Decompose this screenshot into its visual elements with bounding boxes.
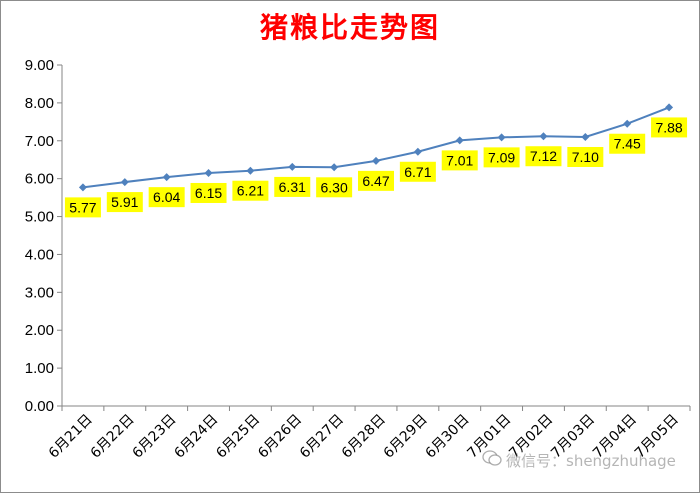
data-label: 7.12: [530, 148, 557, 164]
y-tick-label: 2.00: [25, 322, 54, 339]
data-label: 6.31: [279, 179, 306, 195]
y-tick-label: 8.00: [25, 95, 54, 112]
x-tick-label: 6月25日: [213, 412, 263, 462]
data-label-box: [64, 197, 101, 218]
data-point: [162, 173, 171, 182]
data-point: [665, 103, 674, 112]
data-point: [330, 163, 339, 172]
data-point: [623, 119, 632, 128]
data-label-box: [274, 176, 311, 197]
data-point: [288, 162, 297, 171]
data-label-box: [106, 192, 143, 213]
data-label-box: [316, 177, 353, 198]
data-label-box: [232, 180, 269, 201]
y-tick-label: 7.00: [25, 133, 54, 150]
x-tick-label: 6月22日: [88, 412, 138, 462]
data-label: 5.91: [111, 194, 138, 210]
data-label-box: [399, 161, 436, 182]
data-label: 7.45: [614, 136, 641, 152]
data-label-box: [190, 182, 227, 203]
y-tick-label: 5.00: [25, 209, 54, 226]
data-label: 7.88: [655, 119, 682, 135]
data-label-box: [567, 146, 604, 167]
data-point: [204, 168, 213, 177]
data-point: [246, 166, 255, 175]
data-label-box: [483, 147, 520, 168]
y-tick-label: 3.00: [25, 284, 54, 301]
data-point: [120, 178, 129, 187]
x-tick-label: 6月29日: [381, 412, 431, 462]
watermark: 微信号：shengzhuhage: [482, 450, 676, 471]
data-point: [581, 132, 590, 141]
data-label-box: [651, 117, 688, 138]
x-tick-label: 6月27日: [297, 412, 347, 462]
data-point: [413, 147, 422, 156]
data-point: [372, 156, 380, 165]
data-point: [78, 183, 87, 192]
x-tick-label: 6月23日: [129, 412, 179, 462]
y-tick-label: 6.00: [25, 171, 54, 188]
data-label-box: [525, 146, 562, 167]
chart-title: 猪粮比走势图: [259, 11, 440, 44]
data-label: 7.09: [488, 149, 515, 165]
data-label-box: [148, 187, 185, 208]
x-tick-label: 6月30日: [423, 412, 473, 462]
y-tick-label: 0.00: [25, 398, 54, 415]
data-point: [455, 136, 464, 145]
x-tick-label: 6月21日: [46, 412, 96, 462]
data-label: 6.21: [237, 183, 264, 199]
data-label: 7.10: [572, 149, 599, 165]
data-label: 6.04: [153, 189, 180, 205]
x-tick-label: 6月28日: [339, 412, 389, 462]
y-tick-label: 9.00: [25, 57, 54, 74]
data-label: 7.01: [446, 152, 473, 168]
data-point: [539, 132, 548, 141]
data-label-box: [358, 170, 394, 191]
data-label-box: [441, 150, 478, 171]
x-tick-label: 6月24日: [171, 412, 221, 462]
data-label-box: [609, 133, 646, 154]
data-label: 6.15: [195, 185, 222, 201]
data-label: 5.77: [69, 199, 96, 215]
x-tick-label: 6月26日: [255, 412, 305, 462]
data-point: [497, 133, 506, 142]
data-label: 6.47: [362, 173, 389, 189]
data-label: 6.30: [321, 179, 348, 195]
y-tick-label: 4.00: [25, 246, 54, 263]
data-label: 6.71: [404, 164, 431, 180]
y-tick-label: 1.00: [25, 360, 54, 377]
wechat-icon: [482, 450, 502, 470]
watermark-text: 微信号：shengzhuhage: [506, 452, 676, 470]
